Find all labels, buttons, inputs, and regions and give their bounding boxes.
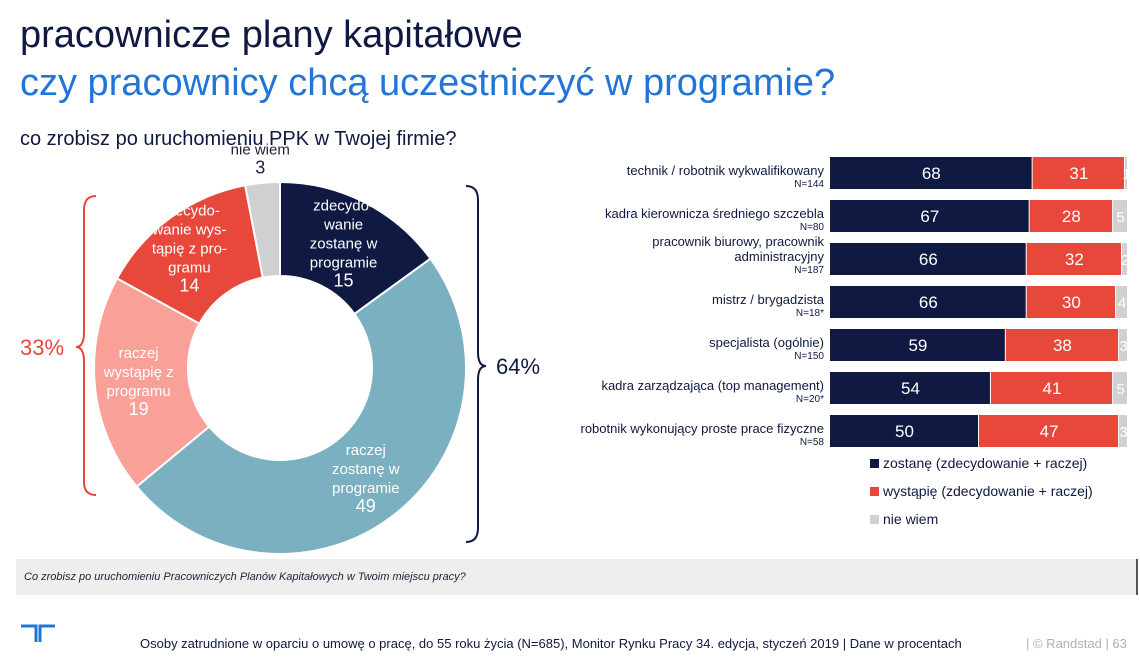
left-bracket (75, 195, 97, 496)
bar-segment (830, 415, 978, 447)
bar-value-label: 68 (922, 164, 941, 183)
bar-sample-size: N=18* (796, 308, 824, 319)
right-bracket-label: 64% (496, 354, 540, 379)
donut-slice-label: zdecydo-wanie wys-tąpię z pro-gramu 14 (151, 202, 227, 295)
page-subtitle: czy pracownicy chcą uczestniczyć w progr… (20, 62, 836, 104)
bar-value-label: 4 (1118, 295, 1126, 312)
legend-label: nie wiem (883, 511, 938, 527)
bar-segment (1032, 157, 1125, 189)
donut-chart: zdecydo-wanie zostanę w programie 15 raczej z… (93, 141, 467, 555)
bar-value-label: 3 (1119, 338, 1127, 355)
question-heading: co zrobisz po uruchomieniu PPK w Twojej … (20, 128, 457, 150)
donut-slice (135, 257, 467, 555)
bar-value-label: 47 (1040, 422, 1059, 441)
bar-value-label: 1 (1122, 166, 1130, 183)
legend-swatch (870, 459, 879, 468)
bar-sample-size: N=58 (800, 437, 825, 448)
bar-sample-size: N=80 (800, 222, 825, 233)
bar-segment (830, 329, 1005, 361)
bar-category-label: robotnik wykonujący proste prace fizyczn… (580, 421, 824, 436)
page-title: pracownicze plany kapitałowe (20, 14, 523, 56)
bar-value-label: 5 (1116, 381, 1124, 398)
bar-segment (1026, 286, 1116, 318)
bar-segment (1119, 329, 1127, 361)
bar-segment (830, 243, 1026, 275)
bar-value-label: 41 (1043, 379, 1062, 398)
bar-value-label: 59 (908, 336, 927, 355)
bar-value-label: 32 (1065, 250, 1084, 269)
bar-segment (1116, 286, 1127, 318)
bar-segment (990, 372, 1113, 404)
donut-slice (93, 277, 211, 488)
bar-category-label: mistrz / brygadzista (712, 292, 825, 307)
footnote-text: Co zrobisz po uruchomieniu Pracowniczych… (24, 571, 466, 583)
donut-slice-label: raczej wystąpię z programu 19 (103, 345, 174, 419)
copyright-note: | © Randstad | 63 (1026, 636, 1127, 651)
legend-label: zostanę (zdecydowanie + raczej) (883, 455, 1087, 471)
bar-segment (1029, 200, 1113, 232)
bar-value-label: 66 (919, 293, 938, 312)
bar-segment (830, 157, 1032, 189)
bar-category-label: kadra zarządzająca (top management) (601, 378, 824, 393)
source-note: Osoby zatrudnione w oparciu o umowę o pr… (140, 636, 962, 651)
donut-slice-label: nie wiem 3 (231, 141, 290, 177)
bar-segment (830, 200, 1029, 232)
bar-sample-size: N=187 (794, 265, 824, 276)
bar-segment (1119, 415, 1127, 447)
bar-segment (979, 415, 1119, 447)
donut-slice (243, 180, 281, 279)
bar-category-label: specjalista (ogólnie) (709, 335, 824, 350)
bar-value-label: 50 (895, 422, 914, 441)
bar-sample-size: N=150 (794, 351, 824, 362)
bar-category-label: technik / robotnik wykwalifikowany (627, 163, 825, 178)
donut-slice-label: zdecydo-wanie zostanę w programie 15 (310, 197, 378, 290)
bar-segment (1125, 157, 1127, 189)
bar-value-label: 66 (919, 250, 938, 269)
bar-segment (1026, 243, 1122, 275)
bar-sample-size: N=20* (796, 394, 824, 405)
bar-segment (1122, 243, 1127, 275)
bar-value-label: 2 (1121, 252, 1129, 269)
legend-swatch (870, 487, 879, 496)
left-bracket-label: 33% (20, 335, 64, 360)
bar-segment (830, 372, 990, 404)
donut-brackets: 33% 64% (20, 185, 540, 543)
bar-value-label: 5 (1116, 209, 1124, 226)
bar-segment (1113, 200, 1127, 232)
bar-value-label: 54 (901, 379, 920, 398)
bar-value-label: 67 (920, 207, 939, 226)
bar-value-label: 30 (1062, 293, 1081, 312)
bar-value-label: 31 (1069, 164, 1088, 183)
bar-segment (1113, 372, 1127, 404)
bar-chart-legend: zostanę (zdecydowanie + raczej) wystąpię … (870, 455, 1093, 527)
legend-label: wystąpię (zdecydowanie + raczej) (882, 483, 1093, 499)
legend-swatch (870, 515, 879, 524)
bar-category-label: pracownik biurowy, pracownik administracy… (652, 234, 824, 264)
donut-slice-label: raczej zostanę w programie 49 (332, 442, 400, 516)
donut-slice (279, 180, 432, 316)
footnote-bar: Co zrobisz po uruchomieniu Pracowniczych… (16, 559, 1138, 595)
bar-sample-size: N=144 (794, 179, 824, 190)
bar-value-label: 28 (1062, 207, 1081, 226)
bar-category-label: kadra kierownicza średniego szczebla (605, 206, 825, 221)
footnote-edge (1136, 559, 1138, 595)
bar-value-label: 3 (1119, 424, 1127, 441)
bar-segment (830, 286, 1026, 318)
bar-segment (1005, 329, 1119, 361)
bar-value-label: 38 (1053, 336, 1072, 355)
randstad-logo-icon (21, 624, 55, 642)
right-bracket (465, 185, 487, 543)
